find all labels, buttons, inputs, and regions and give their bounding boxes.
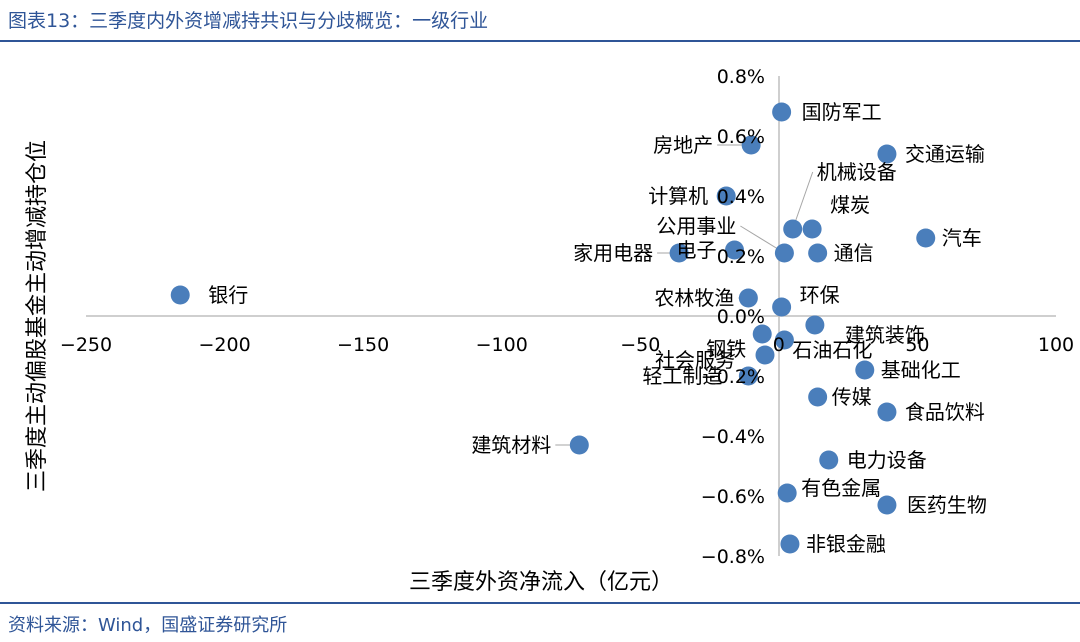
- y-tick-label: −0.2%: [701, 366, 765, 388]
- point-label: 社会服务: [655, 348, 735, 372]
- data-point: [780, 534, 800, 554]
- x-tick-label: 0: [773, 334, 785, 356]
- leader-line: [792, 171, 814, 230]
- header-rule: [0, 40, 1080, 42]
- figure-title: 图表13：三季度内外资增减持共识与分歧概览：一级行业: [8, 10, 489, 32]
- data-point: [755, 345, 775, 365]
- data-point: [877, 144, 897, 164]
- point-label: 钢铁: [706, 337, 746, 361]
- point-label: 环保: [800, 283, 840, 307]
- data-point: [777, 483, 797, 503]
- data-point: [916, 228, 936, 248]
- data-point: [569, 435, 589, 455]
- data-point: [738, 288, 758, 308]
- y-tick-label: 0.6%: [717, 126, 765, 148]
- data-point: [877, 402, 897, 422]
- point-label: 交通运输: [905, 142, 985, 166]
- y-tick-label: 0.4%: [717, 186, 765, 208]
- point-label: 农林牧渔: [654, 286, 734, 310]
- point-label: 电力设备: [847, 448, 927, 472]
- point-label: 通信: [834, 241, 874, 265]
- x-tick-label: −150: [337, 334, 389, 356]
- y-tick-label: −0.6%: [701, 486, 765, 508]
- y-tick-label: 0.8%: [717, 66, 765, 88]
- data-point: [741, 135, 761, 155]
- footer-rule: [0, 602, 1080, 604]
- point-label: 房地产: [653, 133, 713, 157]
- data-point: [783, 219, 803, 239]
- point-label: 国防军工: [802, 100, 882, 124]
- x-tick-label: 100: [1038, 334, 1074, 356]
- data-point: [774, 330, 794, 350]
- data-point: [805, 315, 825, 335]
- data-point: [808, 243, 828, 263]
- point-label: 传媒: [832, 385, 872, 409]
- point-label: 石油石化: [792, 338, 872, 362]
- point-label: 基础化工: [881, 358, 961, 382]
- x-tick-label: 50: [905, 334, 929, 356]
- point-label: 有色金属: [801, 476, 881, 500]
- y-axis-title: 三季度主动偏股基金主动增减持仓位: [25, 140, 50, 492]
- x-tick-label: −50: [620, 334, 660, 356]
- point-label: 建筑装饰: [845, 323, 925, 347]
- point-label: 食品饮料: [905, 400, 985, 424]
- data-point: [772, 102, 792, 122]
- data-point: [669, 243, 689, 263]
- data-point: [752, 324, 772, 344]
- x-tick-label: −250: [60, 334, 112, 356]
- point-label: 机械设备: [817, 160, 897, 184]
- point-label: 建筑材料: [471, 433, 551, 457]
- data-point: [802, 219, 822, 239]
- x-tick-label: −200: [198, 334, 250, 356]
- point-label: 非银金融: [806, 532, 886, 556]
- point-label: 家用电器: [573, 241, 653, 265]
- point-label: 医药生物: [907, 493, 987, 517]
- point-label: 煤炭: [830, 193, 870, 217]
- data-point: [716, 186, 736, 206]
- data-point: [808, 387, 828, 407]
- data-point: [772, 297, 792, 317]
- y-tick-label: 0.2%: [717, 246, 765, 268]
- y-tick-label: −0.4%: [701, 426, 765, 448]
- data-point: [877, 495, 897, 515]
- data-point: [819, 450, 839, 470]
- source-note: 资料来源：Wind，国盛证券研究所: [8, 615, 288, 636]
- x-axis-title: 三季度外资净流入（亿元）: [409, 570, 673, 595]
- x-tick-label: −100: [476, 334, 528, 356]
- data-point: [170, 285, 190, 305]
- y-tick-label: 0.0%: [717, 306, 765, 328]
- data-point: [725, 240, 745, 260]
- point-label: 轻工制造: [642, 364, 722, 388]
- y-tick-label: −0.8%: [701, 546, 765, 568]
- point-label: 银行: [208, 283, 248, 307]
- point-label: 公用事业: [656, 214, 736, 238]
- data-point: [774, 243, 794, 263]
- point-label: 计算机: [648, 184, 708, 208]
- data-point: [855, 360, 875, 380]
- point-label: 电子: [677, 238, 717, 262]
- point-label: 汽车: [942, 226, 982, 250]
- data-point: [738, 366, 758, 386]
